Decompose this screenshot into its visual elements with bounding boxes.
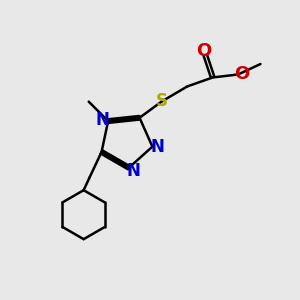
- Text: O: O: [234, 65, 249, 83]
- Text: N: N: [127, 162, 140, 180]
- Text: N: N: [96, 111, 110, 129]
- Text: N: N: [151, 138, 165, 156]
- Text: S: S: [156, 92, 168, 110]
- Text: O: O: [196, 43, 212, 61]
